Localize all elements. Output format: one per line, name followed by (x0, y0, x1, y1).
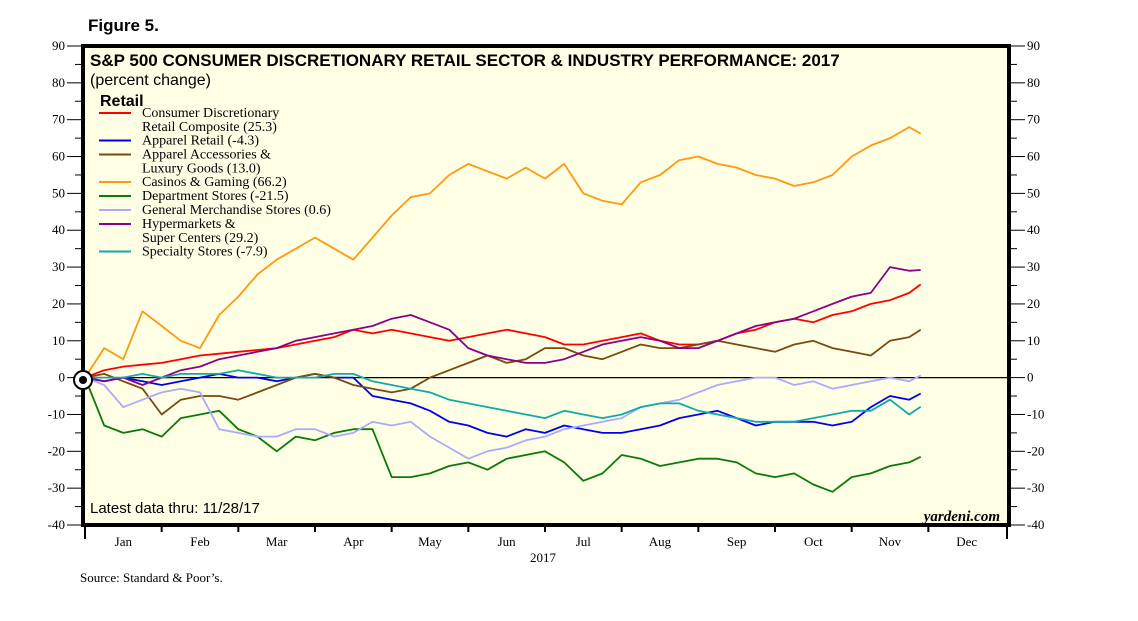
latest-data-note: Latest data thru: 11/28/17 (90, 500, 260, 517)
y-tick-label-right: 60 (1027, 149, 1040, 164)
legend-label-line2: Retail Composite (25.3) (142, 120, 277, 135)
chart-title: S&P 500 CONSUMER DISCRETIONARY RETAIL SE… (90, 51, 840, 70)
series-lines (84, 126, 922, 493)
y-tick-label-right: 20 (1027, 296, 1040, 311)
legend-label: Casinos & Gaming (66.2) (142, 175, 287, 190)
y-tick-label-right: 80 (1027, 75, 1040, 90)
x-tick-label: Jul (576, 534, 592, 549)
y-tick-label-right: 30 (1027, 259, 1040, 274)
y-tick-label-left: -40 (48, 517, 65, 532)
y-axis-left: -40 -30 -20 -10 0 10 20 30 40 50 60 70 80 90 (48, 38, 83, 532)
figure-label: Figure 5. (88, 16, 159, 35)
x-axis: Jan Feb Mar Apr May Jun Jul Aug Sep Oct Nov Dec (84, 525, 1008, 549)
y-tick-label-left: 70 (52, 112, 65, 127)
y-tick-label-right: 0 (1027, 370, 1034, 385)
chart-subtitle: (percent change) (90, 72, 211, 89)
series-line-casinos-gaming (84, 126, 922, 379)
legend-label: Apparel Accessories & (142, 148, 271, 163)
origin-marker-icon (73, 370, 93, 390)
y-tick-label-left: 0 (59, 370, 66, 385)
legend-label-line2: Super Centers (29.2) (142, 231, 259, 246)
y-tick-label-left: -20 (48, 443, 65, 458)
y-tick-label-right: 50 (1027, 185, 1040, 200)
legend-label: General Merchandise Stores (0.6) (142, 203, 331, 218)
brand-label: yardeni.com (922, 509, 1000, 525)
legend-title: Retail (100, 93, 144, 110)
x-tick-label: Apr (343, 534, 364, 549)
legend-label-line2: Luxury Goods (13.0) (142, 162, 261, 177)
legend-label: Consumer Discretionary (142, 106, 279, 121)
y-tick-label-right: 10 (1027, 333, 1040, 348)
plot-area (81, 44, 1011, 527)
x-tick-label: Mar (266, 534, 288, 549)
y-tick-label-right: -30 (1027, 480, 1044, 495)
y-tick-label-left: 50 (52, 185, 65, 200)
y-tick-label-left: -30 (48, 480, 65, 495)
y-tick-label-left: 20 (52, 296, 65, 311)
x-tick-label: Aug (649, 534, 672, 549)
x-axis-year-label: 2017 (530, 550, 557, 565)
y-tick-label-right: -10 (1027, 406, 1044, 421)
y-tick-label-left: 90 (52, 38, 65, 53)
x-tick-label: Oct (804, 534, 823, 549)
y-tick-label-left: 60 (52, 149, 65, 164)
x-tick-label: Jan (115, 534, 133, 549)
legend-label: Hypermarkets & (142, 217, 236, 232)
legend-label: Department Stores (-21.5) (142, 189, 289, 204)
y-tick-label-right: 90 (1027, 38, 1040, 53)
y-tick-label-right: 40 (1027, 222, 1040, 237)
series-line-hypermarkets-super-centers (84, 266, 921, 386)
y-tick-label-left: 80 (52, 75, 65, 90)
x-tick-label: Sep (727, 534, 747, 549)
y-tick-label-left: -10 (48, 406, 65, 421)
x-tick-label: Jun (498, 534, 517, 549)
series-line-department-stores (84, 377, 922, 493)
y-tick-label-right: -20 (1027, 443, 1044, 458)
y-axis-right: -40 -30 -20 -10 0 10 20 30 40 50 60 70 80 90 (1009, 38, 1044, 532)
series-line-apparel-accessories-luxury-goods (84, 328, 922, 416)
legend-label: Apparel Retail (-4.3) (142, 134, 259, 149)
y-tick-label-right: 70 (1027, 112, 1040, 127)
y-tick-label-right: -40 (1027, 517, 1044, 532)
x-tick-label: May (418, 534, 442, 549)
source-note: Source: Standard & Poor’s. (80, 570, 223, 585)
y-tick-label-left: 30 (52, 259, 65, 274)
y-tick-label-left: 40 (52, 222, 65, 237)
x-tick-label: Nov (879, 534, 902, 549)
y-tick-label-left: 10 (52, 333, 65, 348)
series-line-specialty-stores (85, 369, 922, 423)
x-tick-label: Feb (190, 534, 210, 549)
series-line-general-merchandise-stores (84, 374, 922, 460)
legend-label: Specialty Stores (-7.9) (142, 245, 268, 260)
x-tick-label: Dec (956, 534, 977, 549)
